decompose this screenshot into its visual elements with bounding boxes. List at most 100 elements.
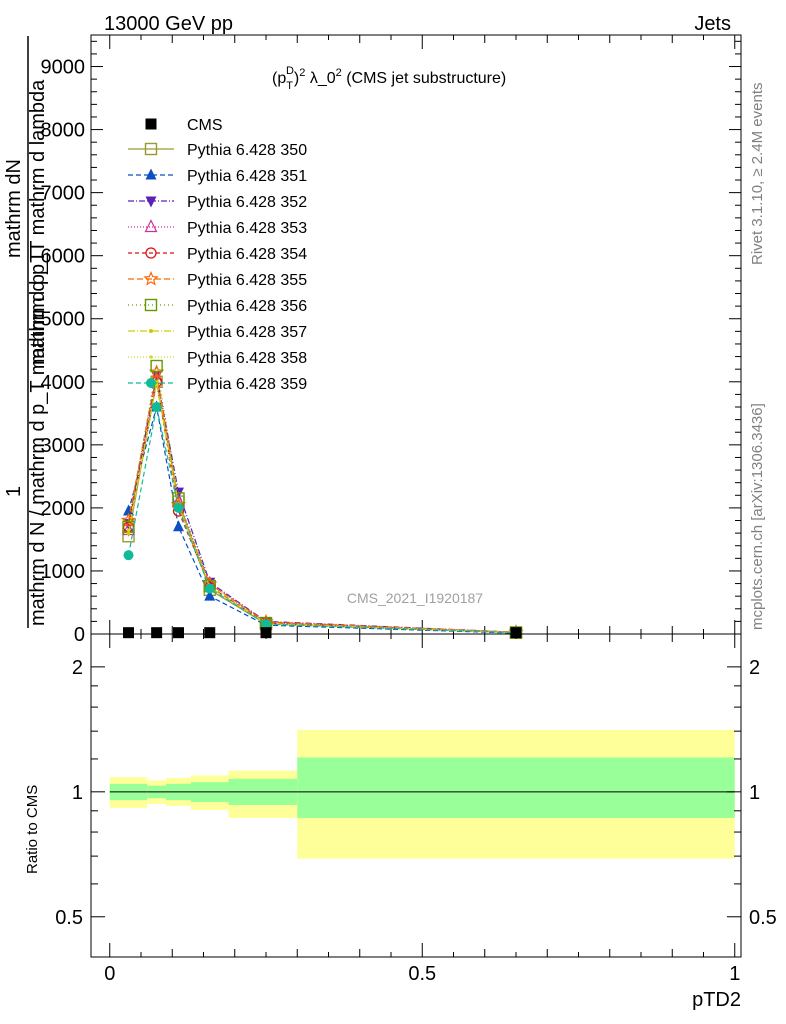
- y-tick-label: 9000: [41, 57, 86, 79]
- legend-label: Pythia 6.428 355: [187, 272, 307, 289]
- legend-entry: Pythia 6.428 350: [128, 142, 307, 159]
- ratio-bands: [109, 729, 735, 859]
- title-tail1: ): [294, 70, 299, 87]
- legend-label: Pythia 6.428 359: [187, 376, 307, 393]
- legend-marker: [149, 355, 153, 359]
- ratio-band-inner: [297, 757, 735, 818]
- legend-label: Pythia 6.428 356: [187, 298, 307, 315]
- ratio-y-tick-label-right: 0.5: [749, 907, 777, 929]
- plot-watermark: CMS_2021_I1920187: [347, 590, 483, 606]
- cms-point: [173, 627, 184, 639]
- series-point: [126, 528, 131, 532]
- cms-point: [260, 627, 272, 639]
- main-x-ticks: [109, 35, 736, 634]
- legend-label: Pythia 6.428 353: [187, 220, 307, 237]
- ratio-y-tick-label: 2: [72, 657, 83, 679]
- y-title-top2: mathrm d p_T mathrm d lambda: [27, 79, 49, 365]
- legend-marker: [143, 270, 159, 286]
- rivet-label: Rivet 3.1.10, ≥ 2.4M events: [749, 83, 766, 266]
- legend-entry: Pythia 6.428 356: [128, 298, 307, 315]
- title-sup: D: [286, 65, 294, 77]
- cms-point: [123, 627, 134, 639]
- y-tick-label: 3000: [41, 435, 86, 457]
- y-tick-label: 5000: [41, 309, 86, 331]
- ratio-y-tick-label: 0.5: [55, 907, 83, 929]
- legend-label: Pythia 6.428 354: [187, 246, 307, 263]
- series-line: [127, 365, 517, 633]
- legend-entry: CMS: [145, 117, 223, 134]
- legend-entry: Pythia 6.428 358: [128, 350, 307, 367]
- y-tick-label: 1000: [41, 561, 86, 583]
- series-point: [148, 364, 165, 379]
- title-sup3: 2: [336, 67, 342, 79]
- y-tick-label: 4000: [41, 372, 86, 394]
- legend-label: Pythia 6.428 358: [187, 350, 307, 367]
- legend-entry: Pythia 6.428 351: [128, 168, 307, 185]
- ratio-x-axis: 0 0.5 1: [104, 634, 740, 985]
- title-base: (p: [272, 70, 286, 87]
- legend-label: Pythia 6.428 351: [187, 168, 307, 185]
- legend-marker: [149, 329, 153, 333]
- ratio-y-tick-label-right: 2: [749, 657, 760, 679]
- x-tick-label: 1: [729, 963, 740, 985]
- legend-marker: [145, 118, 157, 130]
- y-title-top: mathrm dN: [3, 159, 25, 258]
- ratio-panel: 0.5 0.51 12 2 0 0.5 1 Ratio to CMS pTD2: [24, 633, 777, 1011]
- title-sup2: 2: [299, 67, 305, 79]
- main-y-axis: 0 1000 2000 3000 4000 5000 6000 7000 8000 9000: [41, 40, 741, 646]
- y-tick-label: 7000: [41, 183, 86, 205]
- series-point: [173, 502, 184, 513]
- series-point: [123, 550, 134, 561]
- main-panel: 0 1000 2000 3000 4000 5000 6000 7000 8000 9000 CM…: [3, 34, 742, 646]
- ratio-y-tick-label: 1: [72, 782, 83, 804]
- cms-data-points: [123, 627, 522, 639]
- legend-label: Pythia 6.428 350: [187, 142, 307, 159]
- series-point: [204, 583, 215, 594]
- legend-entry: Pythia 6.428 359: [128, 376, 307, 393]
- title-tail2: λ_0: [305, 70, 335, 87]
- legend-label: Pythia 6.428 352: [187, 194, 307, 211]
- legend-label: CMS: [187, 117, 223, 134]
- y-title-num: 1: [3, 486, 25, 497]
- title-tail3: (CMS jet substructure): [342, 70, 506, 87]
- y-title-bottom: mathrm d N / mathrm d p_T mathrm d p_T: [27, 251, 49, 626]
- ratio-y-title: Ratio to CMS: [24, 785, 41, 874]
- series-point: [261, 619, 271, 630]
- series-point: [120, 512, 137, 528]
- series-point: [126, 531, 131, 536]
- x-tick-label: 0: [104, 963, 115, 985]
- legend-entry: Pythia 6.428 352: [128, 194, 307, 211]
- legend-entry: Pythia 6.428 353: [128, 219, 307, 237]
- cms-point: [151, 627, 163, 639]
- legend-entry: Pythia 6.428 357: [128, 324, 307, 341]
- main-series-group: [120, 359, 524, 639]
- y-tick-label: 0: [74, 624, 85, 646]
- legend: CMS Pythia 6.428 350 Pythia 6.428 351 Pythi…: [128, 117, 307, 393]
- cms-point: [204, 627, 216, 639]
- legend-marker: [145, 196, 157, 208]
- x-axis-title: pTD2: [692, 989, 741, 1011]
- legend-marker: [146, 378, 156, 388]
- plot-title: (pTD)2 λ_02 (CMS jet substructure): [272, 65, 506, 92]
- legend-entry: Pythia 6.428 354: [128, 246, 307, 263]
- legend-label: Pythia 6.428 357: [187, 324, 307, 341]
- legend-marker: [144, 298, 158, 312]
- legend-marker: [145, 247, 157, 259]
- mcplots-label: mcplots.cern.ch [arXiv:1306.3436]: [749, 403, 766, 630]
- y-tick-label: 6000: [41, 246, 86, 268]
- series-point: [151, 402, 162, 413]
- ratio-y-tick-label-right: 1: [749, 782, 760, 804]
- series-line: [127, 406, 517, 634]
- ratio-y-axis: 0.5 0.5 1 1 2 2: [55, 657, 777, 929]
- legend-marker: [144, 142, 158, 156]
- series-line: [127, 381, 517, 634]
- series-line: [127, 406, 517, 634]
- series-point: [204, 589, 216, 601]
- series-point: [173, 520, 184, 532]
- main-y-axis-title: 1 mathrm dN mathrm d p_T mathrm d lambda…: [3, 36, 49, 628]
- legend-marker: [145, 168, 157, 180]
- x-tick-label: 0.5: [408, 963, 436, 985]
- legend-marker: [144, 219, 158, 233]
- legend-entry: Pythia 6.428 355: [128, 270, 307, 289]
